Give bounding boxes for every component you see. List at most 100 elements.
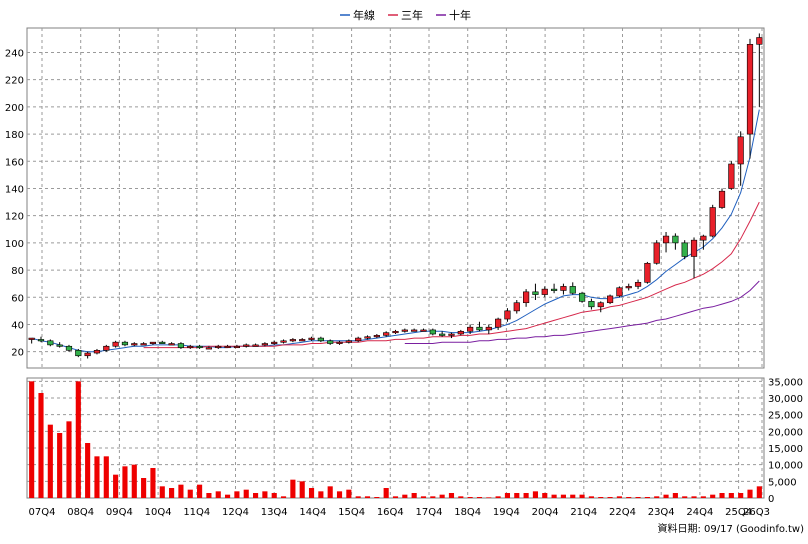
volume-bar — [113, 474, 119, 498]
volume-bar — [504, 493, 511, 498]
candlestick — [532, 283, 539, 300]
legend: 年線 三年 十年 — [340, 8, 471, 22]
volume-bar — [299, 481, 305, 498]
price-plot-frame — [26, 27, 765, 369]
price-tick-label: 60 — [11, 293, 24, 304]
volume-bar — [532, 491, 539, 498]
volume-tick-label: 0 — [768, 494, 774, 505]
volume-tick-label: 10,000 — [768, 461, 803, 472]
candlestick — [541, 286, 548, 298]
candlestick — [149, 341, 157, 345]
candlestick — [457, 329, 464, 336]
data-date-footer: 資料日期: 09/17 (Goodinfo.tw) — [657, 522, 804, 535]
ma-line — [404, 280, 760, 344]
volume-bar — [355, 496, 361, 498]
candlestick — [718, 188, 726, 209]
volume-bar — [588, 496, 594, 498]
volume-tick-label: 20,000 — [768, 427, 803, 438]
volume-bar — [141, 478, 147, 498]
price-grid — [27, 28, 764, 498]
candlestick — [373, 334, 380, 339]
candlestick — [448, 332, 455, 339]
price-tick-label: 240 — [5, 48, 24, 59]
volume-bar — [243, 489, 249, 498]
x-tick-label: 09Q4 — [106, 507, 133, 518]
candlestick — [383, 331, 390, 337]
x-tick-label: 25Q4 — [725, 507, 752, 518]
volume-bar — [439, 494, 445, 498]
candlestick — [420, 328, 427, 332]
volume-bars — [29, 381, 762, 498]
volume-bar — [626, 497, 632, 498]
volume-bar — [103, 456, 109, 498]
candlestick — [485, 324, 492, 334]
candlestick — [224, 344, 231, 349]
price-tick-label: 220 — [5, 76, 24, 87]
candlestick — [187, 344, 194, 349]
candlestick — [634, 279, 642, 290]
x-tick-label: 24Q4 — [686, 507, 713, 518]
candlestick — [495, 317, 502, 330]
x-tick-label: 12Q4 — [222, 507, 249, 518]
volume-tick-label: 5,000 — [768, 477, 797, 488]
volume-bar — [476, 497, 483, 498]
price-tick-label: 80 — [11, 266, 24, 277]
x-tick-label: 22Q4 — [609, 507, 636, 518]
legend-label: 三年 — [401, 8, 423, 22]
candlestick — [336, 340, 343, 345]
ma-line — [31, 109, 760, 353]
candlestick — [625, 283, 632, 291]
candlestick — [513, 300, 520, 314]
volume-bar — [728, 493, 734, 498]
candlestick — [233, 344, 241, 349]
candlestick — [28, 337, 35, 344]
candlestick — [280, 339, 287, 344]
volume-bar — [654, 496, 660, 498]
candlestick — [756, 33, 763, 107]
volume-bar — [635, 497, 641, 498]
volume-bar — [150, 468, 156, 498]
volume-bar — [392, 496, 399, 498]
candlestick — [662, 232, 670, 253]
price-tick-label: 100 — [5, 239, 24, 250]
candlestick — [65, 344, 73, 352]
candlestick — [429, 328, 436, 336]
volume-bar — [131, 464, 137, 498]
candlestick — [523, 289, 530, 307]
volume-tick-label: 30,000 — [768, 394, 803, 405]
x-tick-label: 26Q3 — [743, 507, 770, 518]
candlesticks — [28, 33, 763, 359]
candlestick — [196, 344, 203, 349]
volume-bar — [327, 486, 333, 498]
volume-bar — [560, 494, 566, 498]
volume-bar — [374, 497, 380, 498]
volume-bar — [47, 424, 53, 498]
volume-bar — [280, 496, 287, 498]
legend-label: 十年 — [449, 8, 471, 22]
x-axis-labels: 07Q4 08Q4 09Q4 10Q4 11Q4 12Q4 13Q4 14Q4 15Q4 16Q4… — [29, 507, 770, 518]
candlestick — [597, 301, 604, 313]
x-tick-label: 18Q4 — [454, 507, 481, 518]
candlestick — [261, 342, 268, 347]
candlestick — [364, 335, 371, 340]
volume-bar — [402, 494, 408, 498]
volume-bar — [85, 443, 91, 498]
candlestick — [299, 338, 306, 342]
volume-bar — [383, 488, 389, 498]
volume-bar — [691, 496, 697, 498]
candlestick — [271, 340, 278, 345]
price-tick-label: 140 — [5, 184, 24, 195]
volume-bar — [336, 491, 343, 498]
candlestick — [550, 283, 558, 294]
x-tick-label: 07Q4 — [29, 507, 56, 518]
price-axis-labels: 20 40 60 80 100 120 140 160 180 200 220 240 — [5, 48, 24, 358]
x-tick-label: 23Q4 — [648, 507, 675, 518]
candlestick — [345, 339, 352, 344]
x-tick-label: 21Q4 — [570, 507, 597, 518]
legend-label: 年線 — [353, 8, 375, 22]
x-tick-label: 13Q4 — [261, 507, 288, 518]
candlestick — [504, 308, 511, 322]
volume-bar — [197, 484, 203, 498]
